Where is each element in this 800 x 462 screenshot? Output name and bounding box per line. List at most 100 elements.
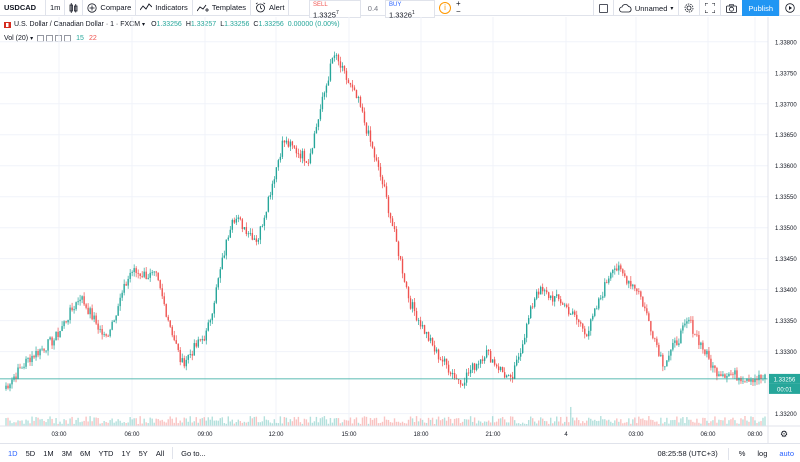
sell-button[interactable]: SELL 1.33257 <box>309 0 361 20</box>
candle-body <box>431 337 434 346</box>
axis-settings-gear-icon: ⚙ <box>780 429 788 439</box>
candle-body <box>241 219 244 230</box>
range-1y[interactable]: 1Y <box>121 448 131 458</box>
candle-body <box>345 70 348 80</box>
indicators-button[interactable]: Indicators <box>136 0 193 16</box>
candle-body <box>231 219 233 230</box>
goto-button[interactable]: Go to... <box>181 448 206 458</box>
volume-bar <box>295 419 298 426</box>
candle-body <box>548 292 550 299</box>
candle-body <box>287 140 290 147</box>
chevron-down-icon[interactable]: ▾ <box>30 36 34 42</box>
publish-button[interactable]: Publish <box>742 0 779 16</box>
candle-body <box>457 378 460 381</box>
volume-value-2: 22 <box>88 35 97 42</box>
volume-bar <box>682 417 684 426</box>
settings-button[interactable] <box>678 0 699 16</box>
candle-body <box>59 331 61 338</box>
range-1d[interactable]: 1D <box>8 448 18 458</box>
candle-body <box>95 315 97 324</box>
volume-bar <box>297 416 300 426</box>
range-6m[interactable]: 6M <box>80 448 91 458</box>
percent-toggle[interactable]: % <box>738 449 746 458</box>
candle-body <box>658 344 660 356</box>
volume-bar <box>33 420 35 426</box>
volume-bar <box>503 419 506 426</box>
volume-bar <box>267 420 270 426</box>
volume-bar <box>357 422 360 426</box>
volume-bar <box>527 420 530 426</box>
price-tick-label: 1.33500 <box>775 226 797 232</box>
volume-bar <box>592 420 594 426</box>
chevron-down-icon: ▾ <box>670 5 674 12</box>
volume-bar <box>660 417 662 426</box>
volume-bar <box>25 419 27 426</box>
volume-bar <box>195 417 197 426</box>
volume-bar <box>343 419 346 426</box>
quantity-minus-button[interactable]: − <box>456 7 461 16</box>
range-ytd[interactable]: YTD <box>98 448 114 458</box>
snapshot-button[interactable] <box>720 0 742 16</box>
volume-bar <box>61 423 63 426</box>
candle-body <box>656 338 658 345</box>
candle-body <box>682 325 684 331</box>
candle-body <box>401 258 404 274</box>
price-chart[interactable]: 1.33256 00:01 1.33800 1.33750 1.33700 1.3365… <box>0 17 800 443</box>
chevron-down-icon[interactable]: ▾ <box>142 22 146 28</box>
candle-body <box>327 80 330 86</box>
candle-body <box>403 273 406 282</box>
volume-bar <box>157 419 159 426</box>
price-tick-label: 1.33700 <box>775 102 797 108</box>
candle-body <box>692 319 694 334</box>
range-1m[interactable]: 1M <box>43 448 54 458</box>
quantity-plus-button[interactable]: + <box>456 0 461 8</box>
candle-body <box>764 374 766 379</box>
chart-style-button[interactable] <box>65 0 84 16</box>
candle-body <box>161 288 163 297</box>
auto-toggle[interactable]: auto <box>779 449 794 458</box>
info-icon[interactable]: i <box>439 2 451 14</box>
volume-bar <box>249 416 252 426</box>
fullscreen-button[interactable] <box>699 0 720 16</box>
candle-body <box>568 307 570 315</box>
volume-bar <box>183 417 185 426</box>
candle-body <box>694 333 696 335</box>
candle-body <box>25 358 27 367</box>
volume-bar <box>620 419 622 426</box>
candle-body <box>471 363 474 370</box>
range-5d[interactable]: 5D <box>25 448 36 458</box>
symbol-search[interactable]: USDCAD <box>0 0 46 16</box>
alert-button[interactable]: Alert <box>251 0 290 16</box>
range-5y[interactable]: 5Y <box>138 448 148 458</box>
volume-bar <box>568 422 570 426</box>
interval-button[interactable]: 1m <box>46 0 66 16</box>
candle-body <box>371 141 374 148</box>
templates-button[interactable]: Templates <box>193 0 251 16</box>
log-toggle[interactable]: log <box>757 449 768 458</box>
clock[interactable]: 08:25:58 (UTC+3) <box>657 449 718 458</box>
volume-bar <box>391 422 394 426</box>
buy-button[interactable]: BUY 1.33261 <box>385 0 435 20</box>
candle-body <box>574 311 576 315</box>
layout-button[interactable]: Unnamed ▾ <box>612 0 679 16</box>
checkbox-toggle[interactable] <box>592 0 613 16</box>
candle-body <box>203 339 205 341</box>
candle-body <box>145 271 147 279</box>
volume-bar <box>668 423 670 426</box>
volume-bar <box>27 420 29 426</box>
play-button[interactable] <box>779 0 800 16</box>
range-3m[interactable]: 3M <box>61 448 73 458</box>
volume-bar <box>624 422 626 426</box>
volume-bar <box>233 423 236 426</box>
compare-button[interactable]: Compare <box>83 0 137 16</box>
candle-body <box>523 337 526 345</box>
volume-bar <box>277 423 280 426</box>
range-all[interactable]: All <box>155 448 165 458</box>
volume-bar <box>664 421 666 426</box>
candle-body <box>89 308 91 315</box>
candle-body <box>97 323 99 330</box>
candle-body <box>423 325 426 334</box>
volume-bar <box>221 417 223 426</box>
candle-body <box>353 87 356 90</box>
volume-bar <box>465 419 468 426</box>
